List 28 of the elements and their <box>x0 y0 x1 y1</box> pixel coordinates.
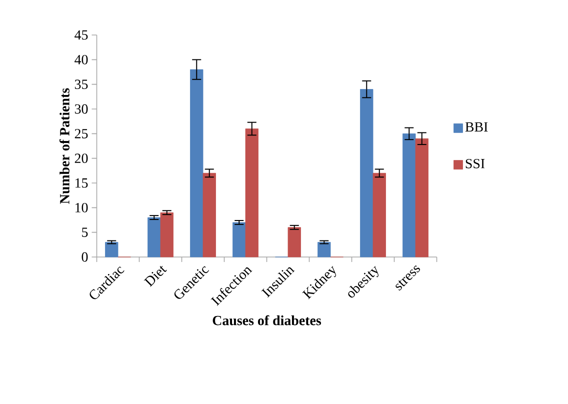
bar <box>105 242 118 258</box>
y-tick-label: 25 <box>74 128 88 138</box>
bar <box>372 172 386 258</box>
bar <box>148 217 161 258</box>
legend-label: BBI <box>465 122 488 132</box>
x-tick-label: Diet <box>144 266 167 287</box>
y-tick-label: 35 <box>74 80 88 90</box>
legend-label: SSI <box>466 158 485 168</box>
bar <box>415 138 428 258</box>
bar <box>360 89 374 258</box>
bar <box>288 227 301 258</box>
y-tick-label: 15 <box>76 178 88 188</box>
y-axis-title: Number of Patients <box>59 88 70 204</box>
bar <box>245 128 258 258</box>
bar <box>402 133 416 258</box>
y-tick-label: 10 <box>76 202 88 212</box>
y-tick-label: 5 <box>82 228 88 237</box>
bar <box>202 172 216 258</box>
x-axis-title: Causes of diabetes <box>212 315 322 326</box>
y-tick-label: 45 <box>74 30 88 40</box>
bar <box>160 212 174 258</box>
y-tick-label: 30 <box>74 104 88 114</box>
bar <box>232 222 246 258</box>
y-tick-label: 0 <box>82 252 88 262</box>
bar <box>190 69 204 258</box>
y-tick-label: 40 <box>74 54 88 64</box>
bar <box>318 242 331 258</box>
y-tick-label: 20 <box>74 154 88 164</box>
